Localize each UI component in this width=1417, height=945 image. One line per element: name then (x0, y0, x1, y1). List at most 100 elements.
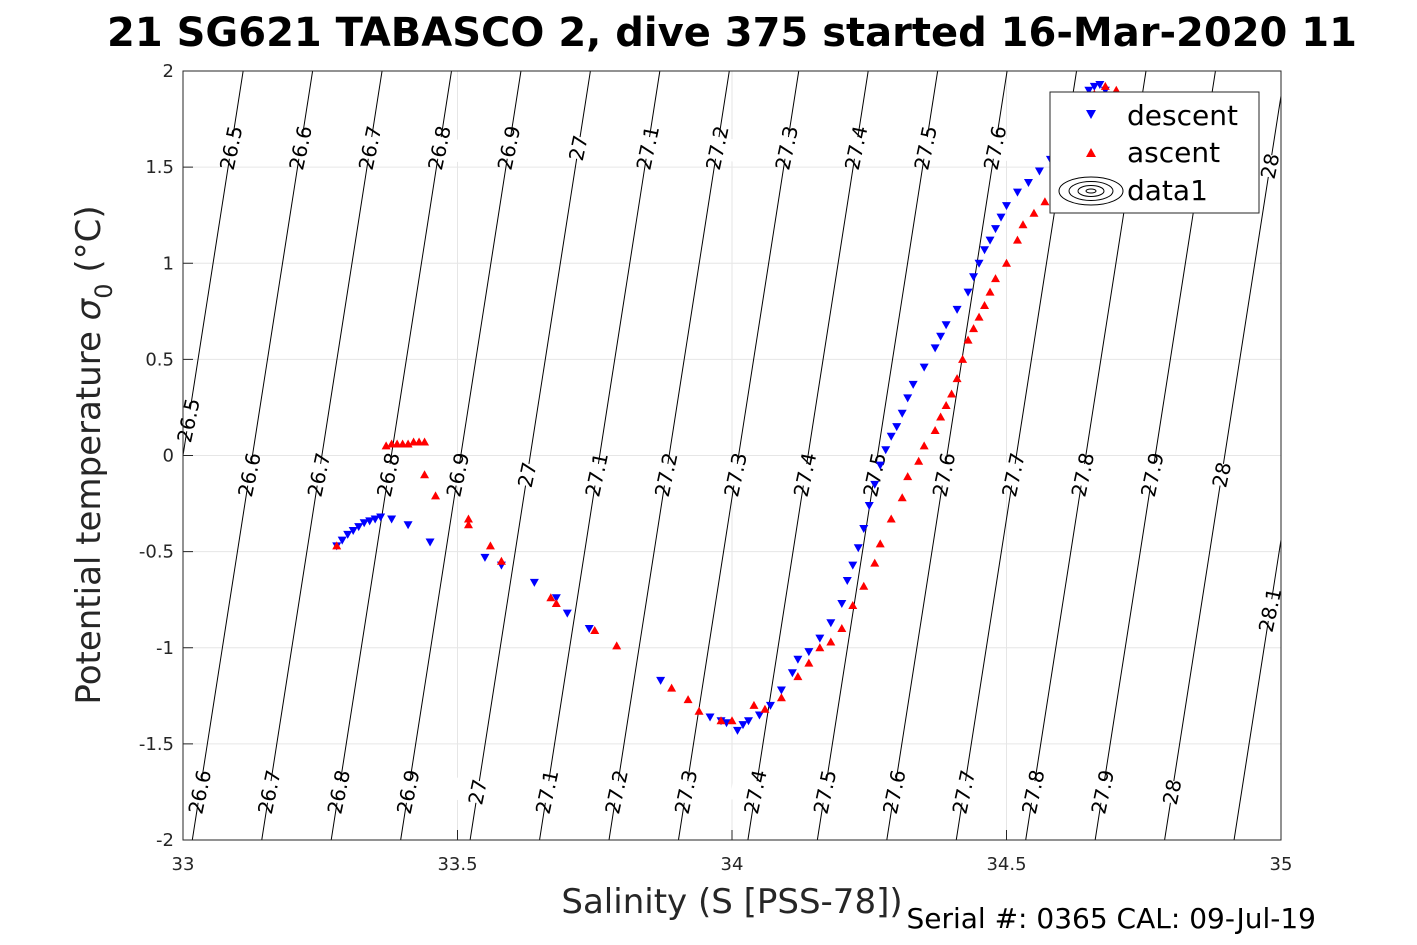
isopycnal-label-bg (938, 777, 990, 807)
descent-point (722, 719, 732, 728)
ascent-point (980, 301, 990, 310)
descent-point (359, 519, 369, 528)
legend-contour-icon (1058, 176, 1124, 206)
descent-point (348, 526, 358, 535)
y-tick-label: 1 (163, 253, 174, 274)
descent-point (886, 432, 896, 441)
descent-point (1095, 80, 1105, 89)
isopycnal-label: 27 (513, 460, 542, 490)
descent-point (941, 321, 951, 330)
isopycnal-label: 27 (564, 133, 593, 163)
ascent-point (875, 539, 885, 548)
descent-point (908, 380, 918, 389)
isopycnal-label-bg (432, 460, 484, 490)
isopycnal-line (886, 71, 1008, 840)
descent-point (732, 726, 742, 735)
descent-point (875, 461, 885, 470)
descent-point (656, 676, 666, 685)
x-tick-label: 33.5 (437, 854, 477, 875)
isopycnal-label: 28 (1207, 460, 1236, 490)
axis-ticks: 33 33.5 34 34.5 35 -2 -1.5 -1 -0.5 0 0.5 1 1.5 2 (139, 61, 1293, 875)
ascent-point (914, 456, 924, 465)
descent-point (837, 600, 847, 609)
isopycnal-label-bg (987, 460, 1039, 490)
isopycnal-label-bg (205, 133, 257, 163)
isopycnal-label-bg (521, 777, 573, 807)
isopycnal-line (330, 71, 452, 840)
isopycnal-label-bg (779, 460, 831, 490)
isopycnal-line (400, 71, 522, 840)
descent-point (853, 544, 863, 553)
descent-point (996, 213, 1006, 222)
x-axis-label: Salinity (S [PSS-78]) (561, 882, 902, 922)
ascent-point (886, 514, 896, 523)
ascent-point (776, 693, 786, 702)
isopycnal-label: 28 (1158, 777, 1187, 807)
ascent-point (420, 470, 430, 479)
isopycnal-line (1233, 536, 1281, 840)
descent-point (387, 515, 397, 524)
ascent-point (716, 716, 726, 725)
descent-point (1034, 167, 1044, 176)
isopycnal-label-bg (313, 777, 365, 807)
descent-point (969, 273, 979, 282)
isopycnal-label-bg (224, 460, 275, 490)
ascent-point (496, 556, 506, 565)
isopycnal-label-bg (293, 460, 345, 490)
y-tick-label: 2 (163, 61, 174, 82)
ascent-point (420, 437, 430, 446)
descent-point (743, 717, 753, 726)
isopycnal-label-bg (552, 133, 604, 163)
serial-cal-footer: Serial #: 0365 CAL: 09-Jul-19 (906, 902, 1316, 935)
isopycnal-label-bg (660, 777, 712, 807)
ascent-point (463, 520, 473, 529)
y-axis-label-subscript: 0 (90, 283, 118, 298)
isopycnal-line (469, 71, 591, 840)
ascent-point (963, 335, 973, 344)
descent-point (529, 578, 539, 587)
isopycnal-label-bg (730, 777, 781, 807)
descent-point (343, 530, 353, 539)
ascent-point (903, 472, 913, 481)
y-tick-label: -1.5 (139, 734, 174, 755)
isopycnal-label-bg (868, 777, 920, 807)
isopycnal-line (1164, 92, 1281, 840)
isopycnal-label-bg (849, 460, 900, 490)
ascent-point (1100, 81, 1110, 90)
descent-point (892, 423, 902, 432)
ascent-point (1002, 258, 1011, 267)
ascent-point (969, 324, 979, 333)
ascent-point (897, 493, 907, 502)
isopycnal-label: 28 (1256, 151, 1285, 181)
ascent-point (612, 641, 622, 650)
isopycnal-label-bg (1146, 777, 1198, 807)
ascent-point (947, 389, 957, 398)
descent-point (826, 619, 836, 628)
y-axis-label: Potential temperature σ0 (°C) (69, 205, 118, 704)
ascent-point (952, 374, 962, 383)
descent-point (1084, 86, 1094, 95)
descent-point (974, 259, 984, 268)
ascent-point (859, 581, 869, 590)
x-tick-label: 34.5 (986, 854, 1026, 875)
ascent-point (1040, 197, 1050, 206)
isopycnal-label-bg (591, 777, 642, 807)
legend-ascent-label: ascent (1127, 136, 1220, 169)
ascent-point (551, 599, 561, 608)
isopycnal-label-bg (691, 133, 743, 163)
ascent-point (815, 643, 825, 652)
descent-point (864, 501, 874, 510)
ascent-point (936, 412, 946, 421)
ascent-point (804, 658, 814, 667)
descent-point (1012, 188, 1022, 197)
y-tick-label: 0 (163, 446, 174, 467)
y-axis-label-unit: (°C) (69, 205, 109, 283)
ascent-point (749, 700, 759, 709)
ascent-point (930, 426, 940, 435)
y-tick-label: -2 (156, 830, 174, 851)
y-tick-label: -1 (156, 638, 174, 659)
ascent-point (1018, 220, 1028, 229)
descent-point (903, 394, 913, 403)
descent-point (897, 409, 907, 418)
descent-point (376, 513, 386, 522)
